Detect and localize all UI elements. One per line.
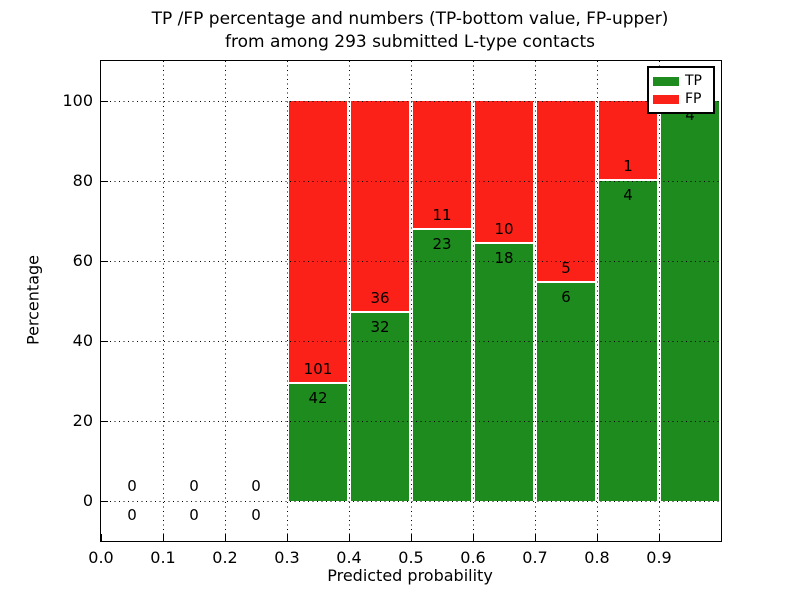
bar-value-label-fp: 10 — [494, 219, 514, 238]
x-tick-label: 0.9 — [646, 548, 672, 567]
x-tick — [597, 534, 598, 541]
bar-value-label-fp: 11 — [432, 206, 452, 225]
v-gridline — [659, 61, 660, 541]
legend-entry-tp: TP — [653, 74, 709, 88]
bar-value-label-fp: 1 — [623, 157, 633, 175]
bar-segment-tp — [473, 243, 535, 501]
bar-value-label-tp: 4 — [623, 186, 633, 204]
y-tick-label: 100 — [62, 91, 93, 110]
v-gridline — [597, 61, 598, 541]
y-tick-label: 80 — [72, 171, 93, 190]
y-tick-label: 0 — [82, 491, 93, 510]
bar-value-label-tp: 0 — [127, 506, 137, 524]
x-tick — [721, 534, 722, 541]
plot-area: 000000101423632112310185614040.00.10.20.… — [62, 60, 722, 567]
bar-value-label-fp: 5 — [561, 258, 571, 277]
bar-segment-tp — [659, 101, 721, 501]
y-tick — [101, 261, 108, 262]
legend-label-fp: FP — [685, 91, 702, 107]
bar-value-label-fp: 101 — [303, 359, 333, 378]
bar-segment-fp — [287, 101, 349, 384]
x-tick — [163, 534, 164, 541]
x-tick-label: 0.8 — [584, 548, 610, 567]
bar-value-label-tp: 0 — [251, 506, 261, 524]
bar-segment-tp — [411, 230, 473, 501]
y-tick — [101, 341, 108, 342]
bar-value-label-fp: 36 — [370, 288, 390, 307]
bar-segment-tp — [535, 282, 597, 501]
x-tick — [349, 534, 350, 541]
bar-value-label-tp: 42 — [308, 388, 328, 407]
bar-value-label-fp: 0 — [189, 477, 199, 495]
x-tick-label: 0.0 — [88, 548, 114, 567]
bar-value-label-tp: 32 — [370, 317, 390, 336]
x-tick-label: 0.3 — [274, 548, 300, 567]
x-tick — [535, 534, 536, 541]
v-gridline — [163, 61, 164, 541]
bar-segment-fp — [535, 101, 597, 283]
y-tick — [101, 101, 108, 102]
fp-swatch-icon — [653, 94, 679, 104]
legend: TP FP — [647, 66, 715, 114]
bar-segment-tp — [349, 312, 411, 501]
y-tick-label: 20 — [72, 411, 93, 430]
x-tick-label: 0.7 — [522, 548, 548, 567]
bar-value-label-tp: 23 — [432, 235, 452, 254]
x-tick — [411, 534, 412, 541]
x-tick — [473, 534, 474, 541]
x-tick-label: 0.4 — [336, 548, 362, 567]
chart-title-line-1: TP /FP percentage and numbers (TP-bottom… — [151, 9, 669, 29]
bar-segment-fp — [597, 101, 659, 181]
legend-entry-fp: FP — [653, 92, 709, 106]
x-axis-label: Predicted probability — [327, 566, 493, 585]
x-tick — [101, 534, 102, 541]
y-tick-label: 60 — [72, 251, 93, 270]
v-gridline — [411, 61, 412, 541]
chart-title: TP /FP percentage and numbers (TP-bottom… — [100, 8, 720, 54]
x-tick-label: 0.5 — [398, 548, 424, 567]
x-tick — [225, 534, 226, 541]
y-tick — [101, 181, 108, 182]
bar-value-label-fp: 0 — [127, 477, 137, 495]
bar-value-label-tp: 6 — [561, 287, 571, 306]
bar-segment-fp — [473, 101, 535, 244]
y-axis-label: Percentage — [23, 254, 43, 346]
chart-title-line-2: from among 293 submitted L-type contacts — [224, 32, 595, 52]
v-gridline — [225, 61, 226, 541]
bar-segment-tp — [287, 383, 349, 501]
y-tick-label: 40 — [72, 331, 93, 350]
v-gridline — [349, 61, 350, 541]
x-tick-label: 0.1 — [150, 548, 176, 567]
x-tick — [287, 534, 288, 541]
bar-value-label-fp: 0 — [251, 477, 261, 495]
x-tick-label: 0.2 — [212, 548, 238, 567]
bar-value-label-tp: 18 — [494, 248, 514, 267]
x-tick — [659, 534, 660, 541]
tp-swatch-icon — [653, 76, 679, 86]
bar-segment-fp — [411, 101, 473, 231]
v-gridline — [535, 61, 536, 541]
bar-value-label-tp: 0 — [189, 506, 199, 524]
v-gridline — [473, 61, 474, 541]
x-tick-label: 0.6 — [460, 548, 486, 567]
legend-label-tp: TP — [685, 73, 702, 89]
v-gridline — [287, 61, 288, 541]
y-tick — [101, 501, 108, 502]
bar-segment-fp — [349, 101, 411, 313]
bar-value-label-tp: 4 — [685, 106, 695, 124]
y-tick — [101, 421, 108, 422]
